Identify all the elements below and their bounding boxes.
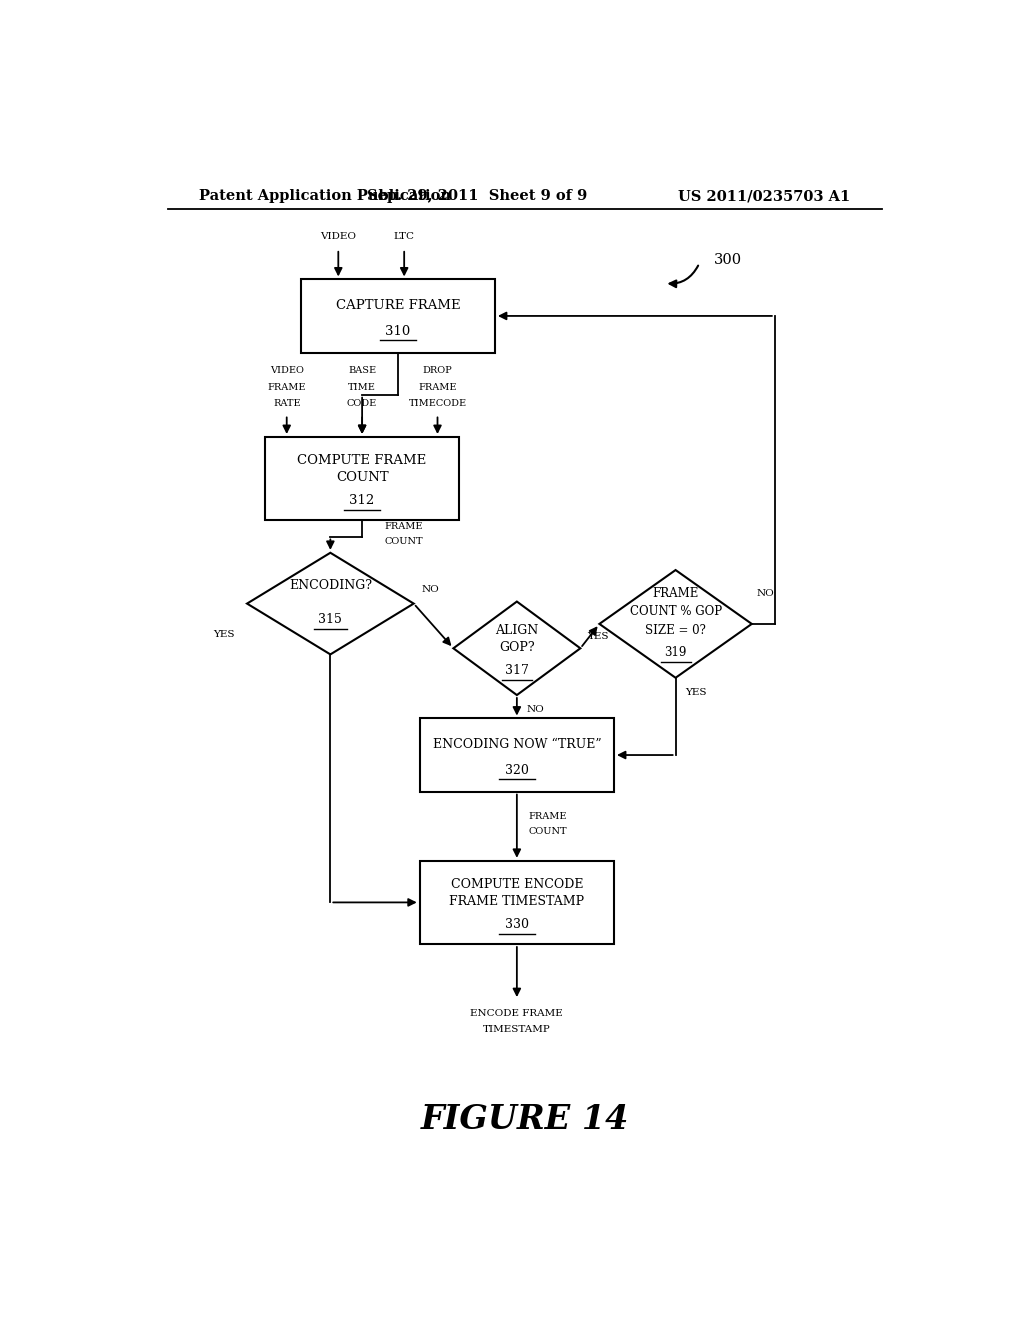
Text: ENCODING?: ENCODING?	[289, 578, 372, 591]
Text: NO: NO	[757, 589, 774, 598]
Text: Patent Application Publication: Patent Application Publication	[200, 189, 452, 203]
Text: TIME: TIME	[348, 383, 376, 392]
Text: RATE: RATE	[273, 399, 300, 408]
Text: 315: 315	[318, 614, 342, 627]
FancyBboxPatch shape	[420, 718, 614, 792]
Text: FRAME: FRAME	[652, 587, 698, 599]
Text: 320: 320	[505, 764, 528, 776]
FancyBboxPatch shape	[265, 437, 460, 520]
Text: YES: YES	[587, 631, 608, 640]
Text: BASE: BASE	[348, 367, 376, 375]
Text: 330: 330	[505, 919, 528, 932]
Text: NO: NO	[422, 585, 439, 594]
Text: FRAME: FRAME	[418, 383, 457, 392]
Text: TIMECODE: TIMECODE	[409, 399, 467, 408]
Text: COUNT: COUNT	[336, 471, 388, 484]
Text: ENCODING NOW “TRUE”: ENCODING NOW “TRUE”	[432, 738, 601, 751]
Text: COUNT: COUNT	[528, 826, 567, 836]
Text: ALIGN: ALIGN	[496, 623, 539, 636]
Text: GOP?: GOP?	[499, 640, 535, 653]
FancyBboxPatch shape	[301, 280, 495, 352]
Text: COUNT % GOP: COUNT % GOP	[630, 605, 722, 618]
Text: 317: 317	[505, 664, 528, 677]
Text: COMPUTE FRAME: COMPUTE FRAME	[298, 454, 427, 467]
Text: FRAME: FRAME	[267, 383, 306, 392]
Text: FRAME TIMESTAMP: FRAME TIMESTAMP	[450, 895, 585, 908]
Text: TIMESTAMP: TIMESTAMP	[483, 1024, 551, 1034]
Text: COUNT: COUNT	[384, 537, 423, 546]
Text: FRAME: FRAME	[384, 521, 423, 531]
Text: YES: YES	[214, 630, 236, 639]
Text: COMPUTE ENCODE: COMPUTE ENCODE	[451, 878, 583, 891]
Text: LTC: LTC	[393, 232, 415, 242]
Text: YES: YES	[685, 688, 707, 697]
Text: 300: 300	[714, 253, 741, 267]
Text: DROP: DROP	[423, 367, 453, 375]
Polygon shape	[454, 602, 581, 696]
Text: FIGURE 14: FIGURE 14	[421, 1104, 629, 1137]
Text: VIDEO: VIDEO	[321, 232, 356, 242]
Text: US 2011/0235703 A1: US 2011/0235703 A1	[678, 189, 850, 203]
Text: FRAME: FRAME	[528, 812, 567, 821]
Text: Sep. 29, 2011  Sheet 9 of 9: Sep. 29, 2011 Sheet 9 of 9	[367, 189, 588, 203]
Text: 319: 319	[665, 645, 687, 659]
Text: 312: 312	[349, 495, 375, 507]
Polygon shape	[599, 570, 752, 677]
Text: VIDEO: VIDEO	[269, 367, 304, 375]
FancyBboxPatch shape	[420, 861, 614, 944]
Text: 310: 310	[385, 325, 411, 338]
Text: CAPTURE FRAME: CAPTURE FRAME	[336, 300, 460, 313]
Text: ENCODE FRAME: ENCODE FRAME	[470, 1008, 563, 1018]
Text: SIZE = 0?: SIZE = 0?	[645, 623, 706, 636]
Polygon shape	[247, 553, 414, 655]
Text: NO: NO	[526, 705, 544, 714]
Text: CODE: CODE	[347, 399, 377, 408]
